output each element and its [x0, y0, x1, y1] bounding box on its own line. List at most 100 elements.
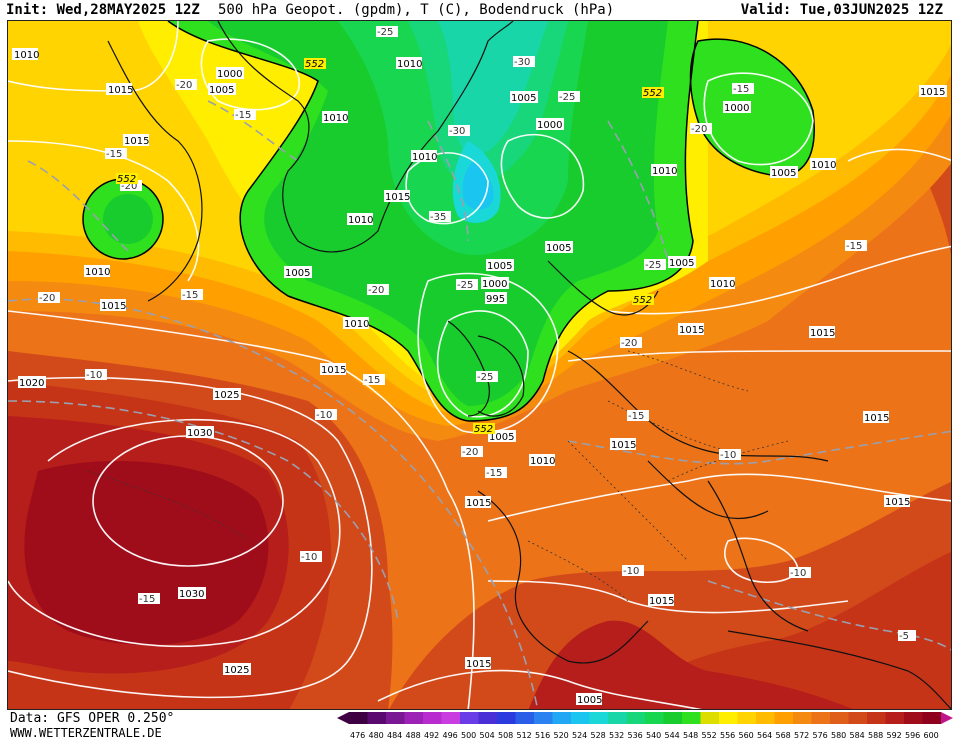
legend-swatch — [534, 712, 553, 724]
legend-tick-label: 488 — [406, 731, 421, 740]
legend-swatch — [423, 712, 442, 724]
legend-arrow-right — [941, 712, 953, 724]
data-source: Data: GFS OPER 0.250° — [10, 711, 175, 726]
svg-text:1010: 1010 — [323, 113, 348, 124]
svg-text:-25: -25 — [645, 260, 661, 271]
legend-swatch — [589, 712, 609, 724]
svg-text:1005: 1005 — [285, 268, 310, 279]
legend-swatch — [478, 712, 498, 724]
legend-swatch — [552, 712, 572, 724]
legend-arrow-left — [337, 712, 349, 724]
color-legend: 476 480 484 488 492 496 500 504 508 512 516 520 524 5… — [337, 712, 953, 740]
svg-text:-15: -15 — [628, 411, 644, 422]
svg-text:1020: 1020 — [19, 378, 44, 389]
svg-text:1000: 1000 — [724, 103, 749, 114]
svg-text:1010: 1010 — [811, 160, 836, 171]
svg-text:1015: 1015 — [108, 85, 133, 96]
svg-text:552: 552 — [305, 59, 324, 70]
legend-tick-label: 580 — [831, 731, 846, 740]
svg-text:1005: 1005 — [669, 258, 694, 269]
svg-text:-30: -30 — [449, 126, 465, 137]
footer: Data: GFS OPER 0.250° WWW.WETTERZENTRALE… — [0, 710, 959, 741]
temperature-labels: -25 -30 -25 -20 -15 -15 -20 -30 -35 -20 … — [38, 26, 916, 642]
svg-text:995: 995 — [486, 294, 505, 305]
svg-text:-15: -15 — [106, 149, 122, 160]
legend-swatch — [756, 712, 775, 724]
svg-text:1005: 1005 — [209, 85, 234, 96]
svg-text:1015: 1015 — [885, 497, 910, 508]
svg-text:1030: 1030 — [187, 428, 212, 439]
legend-tick-label: 548 — [683, 731, 698, 740]
isobars — [8, 21, 951, 709]
legend-tick-label: 528 — [591, 731, 606, 740]
website: WWW.WETTERZENTRALE.DE — [10, 726, 162, 740]
legend-tick-label: 524 — [572, 731, 587, 740]
svg-text:1015: 1015 — [810, 328, 835, 339]
field-592-south — [528, 620, 853, 709]
svg-text:-25: -25 — [477, 372, 493, 383]
init-time: Init: Wed,28MAY2025 12Z — [6, 2, 200, 18]
legend-tick-label: 584 — [850, 731, 865, 740]
svg-text:1000: 1000 — [217, 69, 242, 80]
svg-text:1015: 1015 — [920, 87, 945, 98]
svg-text:-30: -30 — [514, 57, 530, 68]
svg-text:-20: -20 — [39, 293, 55, 304]
map-title: 500 hPa Geopot. (gpdm), T (C), Bodendruc… — [218, 2, 615, 18]
legend-tick-label: 588 — [868, 731, 883, 740]
svg-text:552: 552 — [474, 424, 493, 435]
legend-tick-label: 552 — [702, 731, 717, 740]
svg-text:1000: 1000 — [482, 279, 507, 290]
map-labels: 1010 1015 1000 1005 1010 1010 1005 1000 … — [12, 26, 947, 706]
legend-swatch — [349, 712, 368, 724]
svg-text:-25: -25 — [377, 27, 393, 38]
legend-swatch — [682, 712, 701, 724]
legend-swatch — [663, 712, 683, 724]
svg-text:1005: 1005 — [771, 168, 796, 179]
svg-text:-20: -20 — [176, 80, 192, 91]
svg-text:-10: -10 — [86, 370, 102, 381]
svg-text:1005: 1005 — [546, 243, 571, 254]
legend-swatch — [497, 712, 516, 724]
svg-text:552: 552 — [633, 295, 652, 306]
svg-text:1005: 1005 — [511, 93, 536, 104]
field-596 — [24, 461, 269, 645]
legend-swatch — [608, 712, 627, 724]
svg-text:1015: 1015 — [649, 596, 674, 607]
legend-swatch — [830, 712, 849, 724]
legend-swatch — [367, 712, 387, 724]
borders — [87, 350, 789, 602]
legend-swatch — [719, 712, 738, 724]
svg-text:1015: 1015 — [466, 498, 491, 509]
svg-text:1010: 1010 — [14, 50, 39, 61]
legend-tick-label: 536 — [628, 731, 643, 740]
legend-tick-label: 496 — [443, 731, 458, 740]
geopotential-labels: 552 552 552 552 552 — [116, 58, 664, 435]
map-canvas: 1010 1015 1000 1005 1010 1010 1005 1000 … — [8, 21, 951, 709]
svg-text:-15: -15 — [139, 594, 155, 605]
svg-text:-10: -10 — [316, 410, 332, 421]
legend-tick-label: 516 — [535, 731, 550, 740]
svg-text:-10: -10 — [720, 450, 736, 461]
coastlines — [107, 21, 951, 709]
legend-swatch — [737, 712, 757, 724]
legend-tick-label: 508 — [498, 731, 513, 740]
svg-text:1010: 1010 — [412, 152, 437, 163]
legend-tick-label: 592 — [887, 731, 902, 740]
legend-swatch — [571, 712, 590, 724]
svg-text:-15: -15 — [235, 110, 251, 121]
legend-tick-label: 484 — [387, 731, 402, 740]
svg-text:1005: 1005 — [487, 261, 512, 272]
svg-text:1000: 1000 — [537, 120, 562, 131]
legend-tick-label: 520 — [554, 731, 569, 740]
legend-swatch — [774, 712, 794, 724]
svg-text:-20: -20 — [368, 285, 384, 296]
legend-swatch — [460, 712, 479, 724]
map-header: Init: Wed,28MAY2025 12Z 500 hPa Geopot. … — [0, 0, 959, 20]
svg-text:-15: -15 — [486, 468, 502, 479]
isobar-labels: 1010 1015 1000 1005 1010 1010 1005 1000 … — [12, 48, 947, 706]
svg-text:-20: -20 — [621, 338, 637, 349]
svg-text:1025: 1025 — [214, 390, 239, 401]
legend-tick-label: 476 — [350, 731, 365, 740]
svg-text:-15: -15 — [733, 84, 749, 95]
legend-tick-label: 600 — [924, 731, 939, 740]
